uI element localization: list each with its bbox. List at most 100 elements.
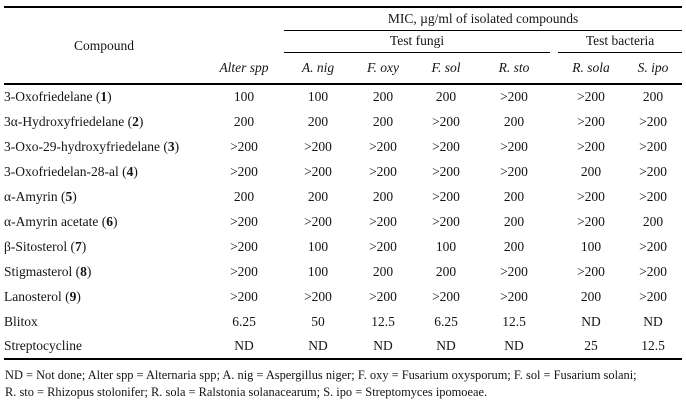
mic-value-cell: 200 <box>307 188 329 204</box>
mic-value-cell: 6.25 <box>232 313 256 329</box>
mic-value-cell: 200 <box>372 188 394 204</box>
mic-value-cell: 25 <box>584 338 598 353</box>
table-row: α-Amyrin (5) 200 200 200 >200 200 >200 >200 <box>4 184 682 209</box>
compound-cell: Stigmasterol (8) <box>4 263 92 279</box>
mic-value-cell: >200 <box>639 263 667 279</box>
mic-value-cell: >200 <box>639 138 667 154</box>
mic-value-cell: 200 <box>503 238 525 254</box>
mic-value-cell: 200 <box>435 89 457 104</box>
mic-value-cell: >200 <box>369 288 397 304</box>
table-row: α-Amyrin acetate (6) >200 >200 >200 >200 200 >… <box>4 209 682 234</box>
table-row: β-Sitosterol (7) >200 100 >200 100 200 100 >200 <box>4 234 682 259</box>
column-spacer <box>550 109 558 134</box>
mic-value-cell: ND <box>373 338 393 353</box>
table-row: Lanosterol (9) >200 >200 >200 >200 >200 200 >20… <box>4 284 682 309</box>
compound-cell: Lanosterol (9) <box>4 288 81 304</box>
mic-value-cell: >200 <box>577 213 605 229</box>
table-row: 3-Oxofriedelan-28-al (4) >200 >200 >200 >200… <box>4 159 682 184</box>
mic-value-cell: >200 <box>639 188 667 204</box>
mic-value-cell: 100 <box>307 89 329 104</box>
footnote-line-2: R. sto = Rhizopus stolonifer; R. sola = … <box>5 384 488 399</box>
mic-value-cell: >200 <box>577 89 605 104</box>
compound-cell: α-Amyrin acetate (6) <box>4 213 118 229</box>
mic-value-cell: >200 <box>230 238 258 254</box>
column-spacer <box>550 259 558 284</box>
column-spacer <box>550 334 558 359</box>
group-gap-cell <box>550 30 558 52</box>
mic-value-cell: ND <box>436 338 456 353</box>
species-column-header: F. sol <box>414 52 478 85</box>
mic-table: Compound MIC, µg/ml of isolated compound… <box>4 6 683 360</box>
mic-value-cell: ND <box>581 313 601 329</box>
mic-value-cell: 100 <box>307 238 329 254</box>
column-spacer <box>550 284 558 309</box>
mic-value-cell: >200 <box>230 288 258 304</box>
column-spacer <box>550 184 558 209</box>
column-spacer <box>550 209 558 234</box>
footnote: ND = Not done; Alter spp = Alternaria sp… <box>4 367 682 400</box>
compound-cell: 3-Oxofriedelan-28-al (4) <box>4 163 138 179</box>
species-column-header: F. oxy <box>352 52 414 85</box>
mic-value-cell: >200 <box>500 89 528 104</box>
test-bacteria-header: Test bacteria <box>558 30 683 53</box>
mic-value-cell: >200 <box>432 138 460 154</box>
table-row: 3-Oxo-29-hydroxyfriedelane (3) >200 >200 >2… <box>4 134 682 159</box>
table-row: 3-Oxofriedelane (1) 100 100 200 200 >200 >200 2… <box>4 84 682 109</box>
mic-value-cell: >200 <box>304 213 332 229</box>
mic-value-cell: >200 <box>304 138 332 154</box>
mic-value-cell: >200 <box>369 163 397 179</box>
compound-cell: 3-Oxo-29-hydroxyfriedelane (3) <box>4 138 180 154</box>
mic-value-cell: >200 <box>639 113 667 129</box>
mic-value-cell: >200 <box>500 288 528 304</box>
column-spacer <box>550 134 558 159</box>
test-fungi-header: Test fungi <box>284 30 550 53</box>
mic-value-cell: >200 <box>369 138 397 154</box>
mic-value-cell: 50 <box>311 313 325 329</box>
mic-value-cell: 12.5 <box>641 338 665 353</box>
mic-value-cell: 200 <box>435 263 457 279</box>
mic-value-cell: ND <box>504 338 524 353</box>
mic-value-cell: >200 <box>432 113 460 129</box>
mic-value-cell: 12.5 <box>371 313 395 329</box>
table-row: 3α-Hydroxyfriedelane (2) 200 200 200 >200 200… <box>4 109 682 134</box>
mic-value-cell: >200 <box>577 263 605 279</box>
mic-value-cell: 100 <box>435 238 457 254</box>
mic-value-cell: >200 <box>577 113 605 129</box>
mic-value-cell: ND <box>234 338 254 353</box>
mic-value-cell: 200 <box>307 113 329 129</box>
mic-value-cell: >200 <box>432 288 460 304</box>
mic-value-cell: 200 <box>580 288 602 304</box>
mic-value-cell: >200 <box>577 188 605 204</box>
mic-group-header: MIC, µg/ml of isolated compounds <box>284 7 683 31</box>
mic-value-cell: >200 <box>304 288 332 304</box>
compound-cell: 3-Oxofriedelane (1) <box>4 89 112 104</box>
mic-value-cell: >200 <box>230 213 258 229</box>
species-column-header: R. sto <box>478 52 550 85</box>
mic-value-cell: >200 <box>230 138 258 154</box>
compound-cell: Blitox <box>4 313 38 329</box>
species-column-header: Alter spp <box>204 52 284 85</box>
mic-value-cell: 12.5 <box>502 313 526 329</box>
compound-cell: 3α-Hydroxyfriedelane (2) <box>4 113 144 129</box>
table-body: 3-Oxofriedelane (1) 100 100 200 200 >200 >200 2… <box>4 84 682 359</box>
compound-cell: α-Amyrin (5) <box>4 188 77 204</box>
mic-value-cell: 200 <box>372 89 394 104</box>
column-spacer <box>550 84 558 109</box>
mic-value-cell: >200 <box>500 138 528 154</box>
mic-value-cell: 200 <box>233 188 255 204</box>
table-header: Compound MIC, µg/ml of isolated compound… <box>4 7 683 85</box>
mic-value-cell: 200 <box>233 113 255 129</box>
table-row: Streptocycline ND ND ND ND ND 25 12.5 <box>4 334 682 359</box>
mic-value-cell: 100 <box>580 238 602 254</box>
mic-value-cell: >200 <box>500 263 528 279</box>
alter-spp-spacer-cell <box>204 7 284 52</box>
header-row-species: Alter spp A. nig F. oxy F. sol R. sto R. sola… <box>4 52 683 85</box>
mic-value-cell: >200 <box>432 188 460 204</box>
mic-value-cell: >200 <box>230 263 258 279</box>
column-spacer <box>550 309 558 334</box>
compound-cell: Streptocycline <box>4 338 82 353</box>
footnote-line-1: ND = Not done; Alter spp = Alternaria sp… <box>5 368 637 382</box>
column-spacer <box>550 234 558 259</box>
column-spacer <box>550 159 558 184</box>
